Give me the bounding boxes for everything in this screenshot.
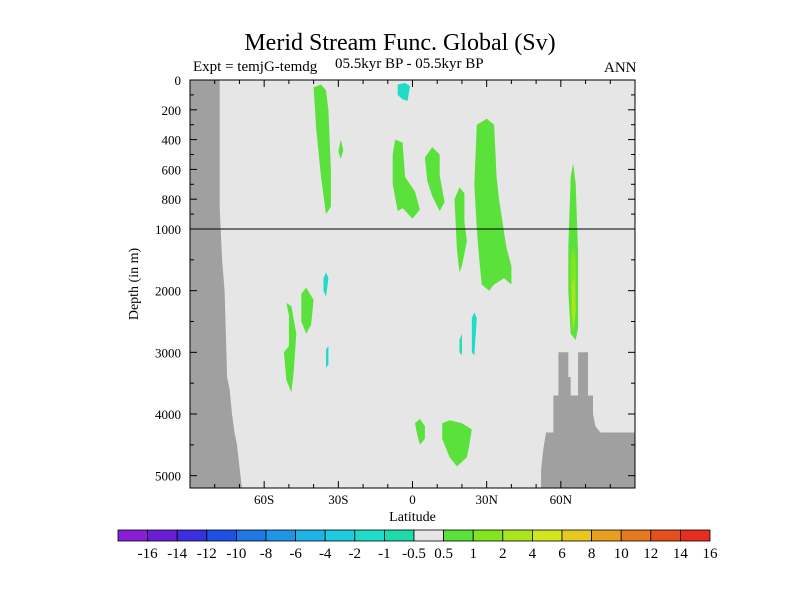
colorbar-label: -12 xyxy=(197,546,217,562)
y-tick-label: 600 xyxy=(162,162,182,177)
colorbar-label: -14 xyxy=(167,546,187,562)
colorbar-label: 0.5 xyxy=(434,546,453,562)
contour-region-8 xyxy=(301,287,314,334)
colorbar-swatch-17 xyxy=(591,529,622,542)
contour-region-4 xyxy=(424,147,445,212)
colorbar-label: 6 xyxy=(558,546,566,562)
x-tick-label: 60N xyxy=(550,492,573,507)
contour-region-14 xyxy=(471,312,477,356)
colorbar-label: 2 xyxy=(499,546,507,562)
colorbar-label: 4 xyxy=(529,546,537,562)
colorbar-label: -8 xyxy=(260,546,273,562)
contour-region-11 xyxy=(397,83,410,101)
y-tick-label: 3000 xyxy=(155,345,181,360)
colorbar-swatch-18 xyxy=(620,529,652,542)
colorbar-swatch-19 xyxy=(650,529,681,542)
colorbar-swatch-2 xyxy=(147,529,178,542)
x-tick-label: 30N xyxy=(475,492,498,507)
season-label: ANN xyxy=(604,60,637,76)
y-tick-label: 400 xyxy=(162,133,182,148)
colorbar-label: -4 xyxy=(319,546,332,562)
y-tick-label: 800 xyxy=(162,192,182,207)
contour-region-6 xyxy=(474,118,512,291)
y-tick-label: 0 xyxy=(175,73,182,88)
y-tick-label: 5000 xyxy=(155,469,181,484)
colorbar-swatch-7 xyxy=(295,529,326,542)
contour-region-10 xyxy=(415,418,425,445)
colorbar-label: -6 xyxy=(289,546,302,562)
colorbar-label: 14 xyxy=(673,546,689,562)
colorbar-swatch-3 xyxy=(176,529,208,542)
contour-region-1 xyxy=(313,84,331,215)
experiment-label: Expt = temjG-temdg xyxy=(193,59,318,75)
contour-region-7 xyxy=(283,303,297,393)
land-mask-2 xyxy=(541,352,635,488)
colorbar-label: 1 xyxy=(469,546,477,562)
chart-title: Merid Stream Func. Global (Sv) xyxy=(244,30,556,56)
contour-region-18 xyxy=(572,278,576,328)
y-tick-label: 200 xyxy=(162,103,182,118)
contour-region-3 xyxy=(392,139,420,219)
colorbar-label: 16 xyxy=(703,546,719,562)
x-axis-label: Latitude xyxy=(389,510,436,525)
colorbar-label: 10 xyxy=(614,546,629,562)
land-mask-1 xyxy=(190,80,242,488)
colorbar-label: -10 xyxy=(226,546,246,562)
colorbar-label: -1 xyxy=(378,546,391,562)
contour-region-9 xyxy=(442,420,472,467)
period-label: 05.5kyr BP - 05.5kyr BP xyxy=(335,56,484,72)
colorbar-swatch-12 xyxy=(443,529,474,542)
contour-region-12 xyxy=(323,272,329,297)
contour-region-5 xyxy=(454,187,467,273)
colorbar-swatch-5 xyxy=(235,529,267,542)
colorbar-swatch-8 xyxy=(324,529,356,542)
colorbar-swatch-4 xyxy=(206,529,237,542)
colorbar-swatch-9 xyxy=(354,529,385,542)
colorbar-swatch-14 xyxy=(502,529,533,542)
colorbar-swatch-1 xyxy=(117,529,149,542)
colorbar-label: -16 xyxy=(138,546,158,562)
colorbar-swatch-16 xyxy=(561,529,593,542)
colorbar-label: 12 xyxy=(643,546,658,562)
contour-region-15 xyxy=(459,333,462,356)
x-tick-label: 60S xyxy=(254,492,274,507)
x-tick-label: 30S xyxy=(328,492,348,507)
colorbar-swatch-10 xyxy=(383,529,415,542)
colorbar-label: -2 xyxy=(349,546,362,562)
colorbar-label: 8 xyxy=(588,546,596,562)
colorbar-label: -0.5 xyxy=(402,546,426,562)
y-tick-label: 1000 xyxy=(155,222,181,237)
x-tick-label: 0 xyxy=(409,492,416,507)
y-axis-label: Depth (in m) xyxy=(127,248,142,321)
colorbar-swatch-13 xyxy=(472,529,504,542)
colorbar-swatch-20 xyxy=(680,529,711,542)
colorbar-swatch-6 xyxy=(265,529,297,542)
colorbar-swatch-11 xyxy=(413,529,445,542)
y-tick-label: 4000 xyxy=(155,407,181,422)
y-tick-label: 2000 xyxy=(155,284,181,299)
contour-region-13 xyxy=(326,346,329,368)
colorbar-swatch-15 xyxy=(532,529,563,542)
contour-region-2 xyxy=(338,139,344,159)
